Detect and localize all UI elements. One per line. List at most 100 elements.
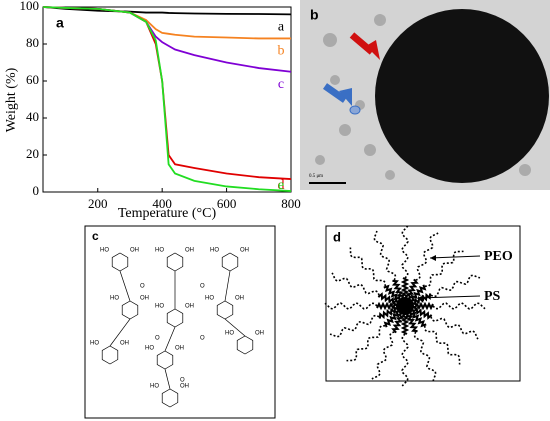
series-label: b bbox=[278, 44, 285, 59]
series-line bbox=[42, 6, 292, 16]
peo-chain bbox=[423, 325, 461, 365]
panel-label: d bbox=[333, 229, 341, 244]
panel-frame bbox=[84, 225, 276, 419]
series-label: c bbox=[278, 77, 284, 92]
core bbox=[396, 297, 414, 315]
series-label: a bbox=[278, 20, 285, 35]
group-label: HO bbox=[155, 248, 164, 254]
ps-chain bbox=[412, 292, 432, 306]
ps-chain bbox=[411, 306, 433, 320]
group-label: HO bbox=[100, 248, 109, 254]
x-tick-label: 800 bbox=[281, 196, 301, 211]
particles bbox=[315, 14, 545, 180]
group-label: OH bbox=[180, 384, 189, 390]
highlight bbox=[349, 105, 361, 115]
ring bbox=[166, 308, 184, 328]
group-label: OH bbox=[140, 296, 149, 302]
group-label: OH bbox=[120, 341, 129, 347]
ps-chain bbox=[405, 313, 419, 333]
ps-chain bbox=[376, 301, 398, 311]
bond bbox=[164, 326, 176, 352]
group-label: HO bbox=[90, 341, 99, 347]
group-label: HO bbox=[205, 296, 214, 302]
ps-chain bbox=[400, 313, 410, 335]
ps-chain bbox=[405, 278, 419, 300]
bond bbox=[164, 368, 171, 390]
y-tick-label: 20 bbox=[26, 146, 39, 161]
x-tick-label: 400 bbox=[152, 196, 172, 211]
ps-chain bbox=[391, 279, 405, 299]
annotation: PS bbox=[484, 289, 501, 304]
peo-chain bbox=[373, 230, 397, 281]
peo-chain bbox=[346, 324, 386, 362]
arrow-red bbox=[349, 32, 375, 55]
panel-label: a bbox=[56, 15, 64, 31]
x-tick-label: 200 bbox=[88, 196, 108, 211]
ring bbox=[156, 350, 174, 370]
scale-label: 0.5 μm bbox=[309, 174, 323, 179]
ps-chain bbox=[377, 292, 399, 306]
bond bbox=[224, 270, 231, 302]
panel-d: d PEO PS bbox=[324, 225, 521, 387]
group-label: OH bbox=[185, 304, 194, 310]
y-tick-label: 60 bbox=[26, 72, 39, 87]
panel-label: b bbox=[310, 7, 319, 23]
ps-chain bbox=[383, 310, 400, 328]
micelle bbox=[375, 9, 549, 183]
group-label: HO bbox=[145, 346, 154, 352]
ring bbox=[216, 300, 234, 320]
series-label: e bbox=[278, 178, 284, 193]
ring bbox=[161, 388, 179, 408]
peo-chain bbox=[329, 314, 380, 338]
group-label: O bbox=[180, 378, 185, 384]
group-label: OH bbox=[255, 331, 264, 337]
y-tick-label: 100 bbox=[20, 0, 40, 13]
peo-chain bbox=[424, 250, 464, 288]
annotation: PEO bbox=[484, 249, 513, 264]
peo-chain bbox=[349, 247, 387, 287]
group-label: OH bbox=[175, 346, 184, 352]
peo-chain bbox=[413, 331, 437, 382]
pointer bbox=[429, 255, 481, 259]
ring bbox=[111, 252, 129, 272]
group-label: O bbox=[140, 284, 145, 290]
panel-b: 0.5 μm b bbox=[300, 0, 550, 190]
series-line bbox=[42, 6, 291, 40]
group-label: OH bbox=[185, 248, 194, 254]
x-tick-label: 600 bbox=[217, 196, 237, 211]
group-label: O bbox=[200, 284, 205, 290]
group-label: HO bbox=[110, 296, 119, 302]
ps-chain bbox=[409, 311, 427, 328]
arrow-head bbox=[366, 40, 380, 60]
ps-chain bbox=[410, 284, 427, 302]
bond bbox=[224, 318, 246, 337]
ps-chain bbox=[400, 277, 410, 299]
y-tick-label: 80 bbox=[26, 35, 39, 50]
peo-chain bbox=[324, 302, 378, 310]
arrow-head bbox=[430, 255, 436, 261]
y-tick-label: 40 bbox=[26, 109, 39, 124]
peo-chain bbox=[430, 316, 479, 340]
group-label: OH bbox=[235, 296, 244, 302]
series-line bbox=[42, 6, 292, 192]
ps-chain bbox=[412, 301, 434, 311]
ring bbox=[221, 252, 239, 272]
group-label: OH bbox=[130, 248, 139, 254]
group-label: O bbox=[200, 336, 205, 342]
ring bbox=[121, 300, 139, 320]
bond bbox=[119, 270, 131, 302]
series-line bbox=[42, 6, 292, 73]
ring bbox=[166, 252, 184, 272]
ps-chain bbox=[391, 312, 405, 334]
arrow-head bbox=[339, 88, 352, 106]
y-axis-title: Weight (%) bbox=[4, 67, 19, 132]
ps-chain bbox=[383, 284, 401, 301]
ps-chain bbox=[378, 306, 398, 320]
ring bbox=[236, 335, 254, 355]
y-tick-label: 0 bbox=[33, 183, 40, 198]
peo-chain bbox=[432, 302, 486, 310]
arrow-blue bbox=[322, 83, 348, 103]
group-label: HO bbox=[210, 248, 219, 254]
